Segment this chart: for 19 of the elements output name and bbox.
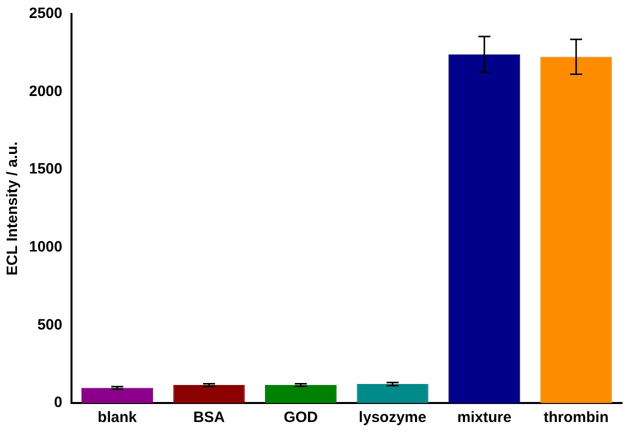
x-tick-label: lysozyme (358, 409, 426, 426)
x-tick-label: BSA (193, 409, 226, 426)
x-tick-label: thrombin (544, 409, 609, 426)
y-tick-label: 2500 (28, 5, 62, 22)
y-tick-label: 1000 (28, 238, 62, 256)
bar (540, 56, 612, 403)
bar (265, 384, 337, 403)
x-tick-label: mixture (457, 409, 512, 426)
y-tick-label: 500 (37, 316, 62, 334)
y-tick-label: 1500 (28, 160, 62, 178)
x-tick-label: GOD (284, 409, 318, 426)
bar (81, 388, 154, 403)
y-tick-label: 0 (54, 394, 62, 412)
y-tick-label: 2000 (28, 82, 62, 100)
bar (448, 54, 520, 403)
bar (173, 384, 245, 403)
bar (356, 384, 428, 403)
x-tick-label: blank (98, 409, 138, 426)
y-axis-title: ECL Intensity / a.u. (4, 142, 22, 276)
